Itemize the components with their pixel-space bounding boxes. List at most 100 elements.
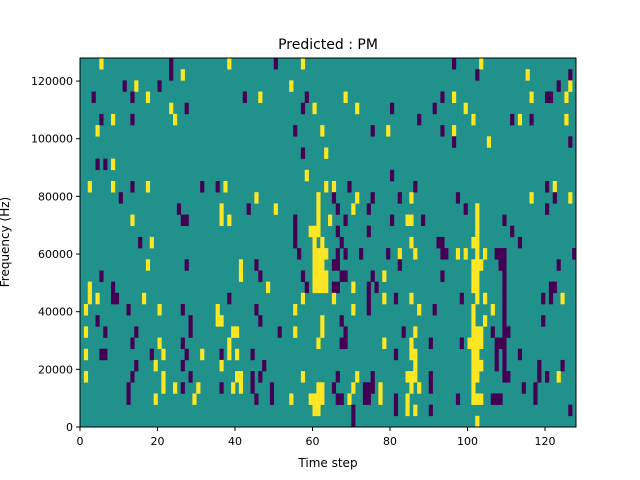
heatmap-cell-high [560, 292, 565, 305]
heatmap-cell-high [413, 404, 418, 417]
heatmap-cell-low [293, 236, 298, 249]
heatmap-cell-high [386, 125, 391, 137]
heatmap-cell-low [533, 382, 538, 394]
heatmap-cell-high [471, 359, 476, 372]
heatmap-cell-high [312, 281, 317, 294]
heatmap-cell-high [409, 192, 414, 204]
heatmap-cell-high [355, 102, 360, 115]
heatmap-cell-low [138, 236, 143, 249]
heatmap-cell-high [413, 326, 418, 338]
heatmap-cell-high [355, 192, 360, 204]
heatmap-cell-high [471, 304, 476, 316]
heatmap-cell-low [545, 371, 550, 383]
heatmap-cell-high [529, 91, 534, 104]
heatmap-cell-low [134, 326, 139, 338]
heatmap-cell-high [471, 348, 476, 361]
heatmap-cell-low [494, 337, 499, 350]
heatmap-cell-low [335, 393, 340, 405]
heatmap-cell-low [502, 371, 507, 383]
heatmap-cell-low [502, 248, 507, 260]
heatmap-cell-low [95, 158, 100, 171]
heatmap-cell-low [397, 259, 402, 271]
heatmap-cell-low [114, 292, 120, 305]
heatmap-cell-high [316, 281, 321, 294]
heatmap-cell-low [537, 359, 542, 372]
heatmap-cell-low [560, 359, 565, 372]
heatmap-cell-high [320, 125, 325, 137]
heatmap-cell-low [393, 348, 399, 361]
heatmap-cell-high [479, 337, 484, 350]
heatmap-cell-high [153, 359, 158, 372]
heatmap-cell-low [548, 281, 554, 294]
heatmap-cell-high [417, 382, 422, 394]
heatmap-cell-high [328, 214, 333, 227]
heatmap-background [80, 58, 576, 427]
heatmap-cell-low [254, 259, 259, 271]
heatmap-cell-high [413, 248, 418, 260]
heatmap-cell-low [130, 337, 135, 350]
heatmap-cell-low [157, 80, 162, 92]
heatmap-cell-low [568, 136, 573, 148]
heatmap-cell-low [219, 348, 224, 361]
y-axis-ticks: 0 20000 40000 60000 80000 100000 120000 [31, 75, 80, 434]
heatmap-cell-high [405, 214, 410, 227]
heatmap-cell-low [335, 248, 340, 260]
heatmap-cell-high [471, 326, 476, 338]
heatmap-cell-low [111, 281, 116, 294]
heatmap-cell-high [87, 281, 92, 294]
heatmap-cell-high [238, 382, 244, 394]
heatmap-cell-low [440, 125, 445, 137]
heatmap-cell-low [343, 248, 348, 260]
heatmap-cell-high [320, 315, 325, 327]
heatmap-cell-high [316, 203, 321, 215]
heatmap-cell-high [475, 348, 480, 361]
heatmap-cell-high [316, 225, 321, 238]
heatmap-cell-low [343, 337, 348, 350]
heatmap-cell-low [421, 214, 426, 227]
heatmap-cell-high [475, 415, 480, 428]
heatmap-cell-low [293, 214, 298, 227]
heatmap-cell-high [475, 203, 480, 215]
heatmap-cell-high [475, 259, 480, 271]
heatmap-cell-high [382, 270, 387, 282]
heatmap-cell-low [502, 315, 507, 327]
heatmap-cell-low [510, 113, 515, 126]
plot-frame [79, 57, 577, 428]
heatmap-cell-low [452, 136, 457, 148]
heatmap-cell-low [343, 326, 348, 338]
heatmap-cell-high [316, 382, 321, 394]
heatmap-cell-low [502, 359, 507, 372]
heatmap-cell-high [483, 248, 488, 260]
heatmap-cell-high [490, 304, 495, 316]
heatmap-cell-low [103, 326, 108, 338]
heatmap-cell-low [386, 248, 391, 260]
heatmap-cell-high [312, 236, 317, 249]
x-tick-label: 0 [77, 435, 84, 448]
heatmap-cell-high [289, 393, 294, 405]
heatmap-cell-high [316, 214, 321, 227]
heatmap-cell-low [258, 371, 263, 383]
heatmap-cell-low [428, 337, 433, 350]
x-tick-label: 100 [457, 435, 478, 448]
heatmap-cell-high [351, 304, 356, 316]
heatmap-cell-low [254, 393, 259, 405]
heatmap-cells [80, 58, 577, 428]
heatmap-cell-high [161, 382, 166, 394]
heatmap-cell-low [262, 359, 267, 372]
heatmap-cell-high [219, 359, 224, 372]
heatmap-cell-high [320, 248, 325, 260]
heatmap-cell-low [366, 382, 371, 394]
heatmap-cell-low [331, 192, 337, 204]
heatmap-cell-high [324, 181, 329, 193]
heatmap-cell-high [324, 147, 329, 159]
heatmap-cell-low [455, 393, 461, 405]
heatmap-cell-low [440, 236, 445, 249]
heatmap-cell-low [390, 102, 395, 115]
heatmap-cell-high [83, 371, 89, 383]
heatmap-cell-high [111, 181, 116, 193]
heatmap-cell-high [475, 236, 480, 249]
heatmap-cell-high [111, 158, 116, 171]
heatmap-cell-high [95, 125, 100, 137]
heatmap-cell-high [316, 248, 321, 260]
heatmap-cell-high [397, 248, 402, 260]
